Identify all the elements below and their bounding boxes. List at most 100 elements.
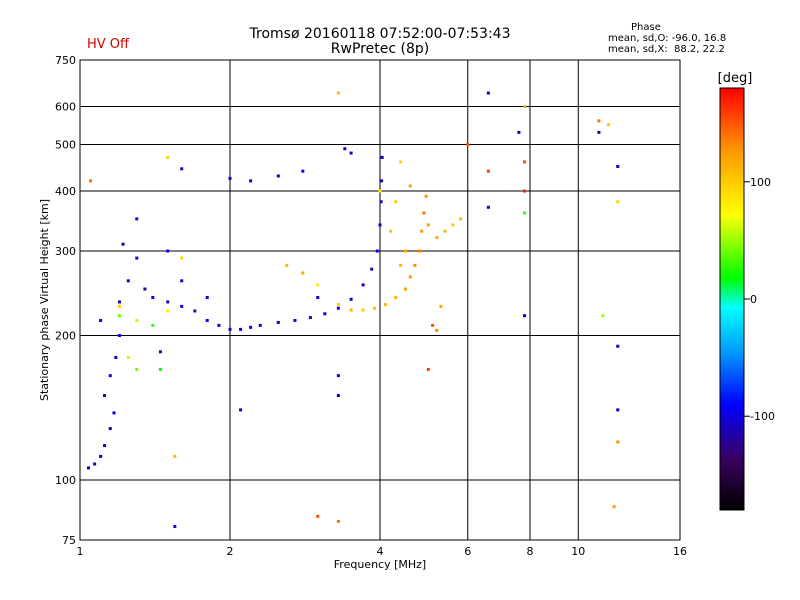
- echo-point-o: [121, 242, 125, 246]
- echo-point-x: [422, 211, 426, 215]
- echo-point-x: [607, 123, 611, 127]
- plot-frame: [79, 59, 681, 541]
- echo-point-o: [361, 283, 365, 287]
- echo-point-x: [424, 194, 428, 198]
- echo-point-o: [205, 296, 209, 300]
- echo-point-x: [612, 505, 616, 509]
- echo-point-x: [378, 189, 382, 193]
- echo-point-o: [293, 318, 297, 322]
- phase-stats-x: mean, sd,X: 88.2, 22.2: [608, 44, 725, 55]
- echo-point-x: [458, 217, 462, 221]
- echo-point-o: [193, 309, 197, 313]
- echo-point-o: [166, 300, 170, 304]
- echo-point-x: [466, 143, 470, 147]
- echo-point-x: [361, 308, 365, 312]
- chart-title-line1: Tromsø 20160118 07:52:00-07:53:43: [249, 26, 511, 42]
- echo-point-x: [166, 155, 170, 159]
- echo-point-x: [301, 271, 305, 275]
- echo-point-x: [89, 179, 93, 183]
- echo-point-o: [180, 167, 184, 171]
- y-axis-label: Stationary phase Virtual Height [km]: [38, 199, 51, 401]
- echo-point-x: [523, 189, 527, 193]
- y-tick-label: 100: [55, 474, 76, 487]
- echo-point-o: [349, 151, 353, 155]
- echo-point-o: [517, 130, 521, 134]
- echo-point-o: [93, 462, 97, 466]
- echo-point-o: [308, 316, 312, 320]
- echo-point-x: [426, 367, 430, 371]
- y-tick-label: 750: [55, 54, 76, 67]
- echo-point-o: [349, 297, 353, 301]
- echo-point-o: [343, 147, 347, 151]
- y-tick-label: 200: [55, 330, 76, 343]
- echo-point-o: [166, 249, 170, 253]
- echo-point-o: [217, 323, 221, 327]
- echo-point-o: [379, 200, 383, 204]
- x-tick-label: 6: [464, 545, 471, 558]
- echo-point-x: [399, 160, 403, 164]
- echo-point-o: [173, 525, 177, 529]
- echo-point-x: [399, 263, 403, 267]
- echo-point-x: [180, 256, 184, 260]
- echo-point-o: [117, 300, 121, 304]
- phase-stats-title: Phase: [631, 22, 661, 33]
- echo-point-x: [151, 323, 155, 327]
- echo-point-o: [180, 304, 184, 308]
- echo-point-x: [316, 514, 320, 518]
- echo-point-o: [99, 454, 103, 458]
- echo-point-o: [126, 279, 130, 283]
- echo-point-o: [370, 267, 374, 271]
- echo-point-x: [349, 308, 353, 312]
- echo-point-o: [336, 306, 340, 310]
- echo-point-x: [435, 328, 439, 332]
- colorbar: [719, 87, 745, 511]
- echo-point-x: [117, 314, 121, 318]
- echo-point-x: [117, 304, 121, 308]
- echo-point-o: [205, 318, 209, 322]
- echo-point-o: [103, 394, 107, 398]
- echo-point-x: [158, 367, 162, 371]
- echo-point-o: [86, 466, 90, 470]
- echo-point-o: [486, 91, 490, 95]
- echo-point-x: [173, 454, 177, 458]
- echo-point-o: [258, 323, 262, 327]
- echo-point-o: [301, 169, 305, 173]
- echo-point-x: [403, 287, 407, 291]
- echo-point-o: [316, 296, 320, 300]
- echo-point-o: [523, 314, 527, 318]
- echo-point-x: [420, 229, 424, 233]
- echo-point-x: [166, 309, 170, 313]
- x-tick-label: 10: [571, 545, 585, 558]
- echo-point-o: [112, 411, 116, 415]
- phase-stats-o: mean, sd,O: -96.0, 16.8: [608, 33, 727, 44]
- echo-point-x: [408, 184, 412, 188]
- echo-point-x: [486, 169, 490, 173]
- echo-point-o: [108, 427, 112, 431]
- echo-point-x: [408, 275, 412, 279]
- echo-point-x: [451, 223, 455, 227]
- echo-point-o: [336, 374, 340, 378]
- echo-point-x: [394, 200, 398, 204]
- echo-point-o: [239, 408, 243, 412]
- echo-point-o: [276, 320, 280, 324]
- echo-point-x: [523, 211, 527, 215]
- echo-point-x: [135, 367, 139, 371]
- echo-point-o: [228, 327, 232, 331]
- y-tick-label: 500: [55, 139, 76, 152]
- hv-status-label: HV Off: [87, 37, 129, 52]
- echo-point-o: [597, 130, 601, 134]
- echo-point-o: [249, 179, 253, 183]
- echo-point-o: [486, 205, 490, 209]
- x-axis-label: Frequency [MHz]: [334, 558, 426, 571]
- echo-point-x: [316, 283, 320, 287]
- echo-point-x: [439, 304, 443, 308]
- colorbar-label: [deg]: [718, 71, 753, 86]
- echo-point-x: [135, 318, 139, 322]
- echo-point-x: [435, 236, 439, 240]
- echo-point-o: [228, 176, 232, 180]
- echo-point-x: [285, 263, 289, 267]
- echo-point-x: [616, 440, 620, 444]
- echo-point-x: [523, 105, 527, 109]
- echo-point-o: [249, 325, 253, 329]
